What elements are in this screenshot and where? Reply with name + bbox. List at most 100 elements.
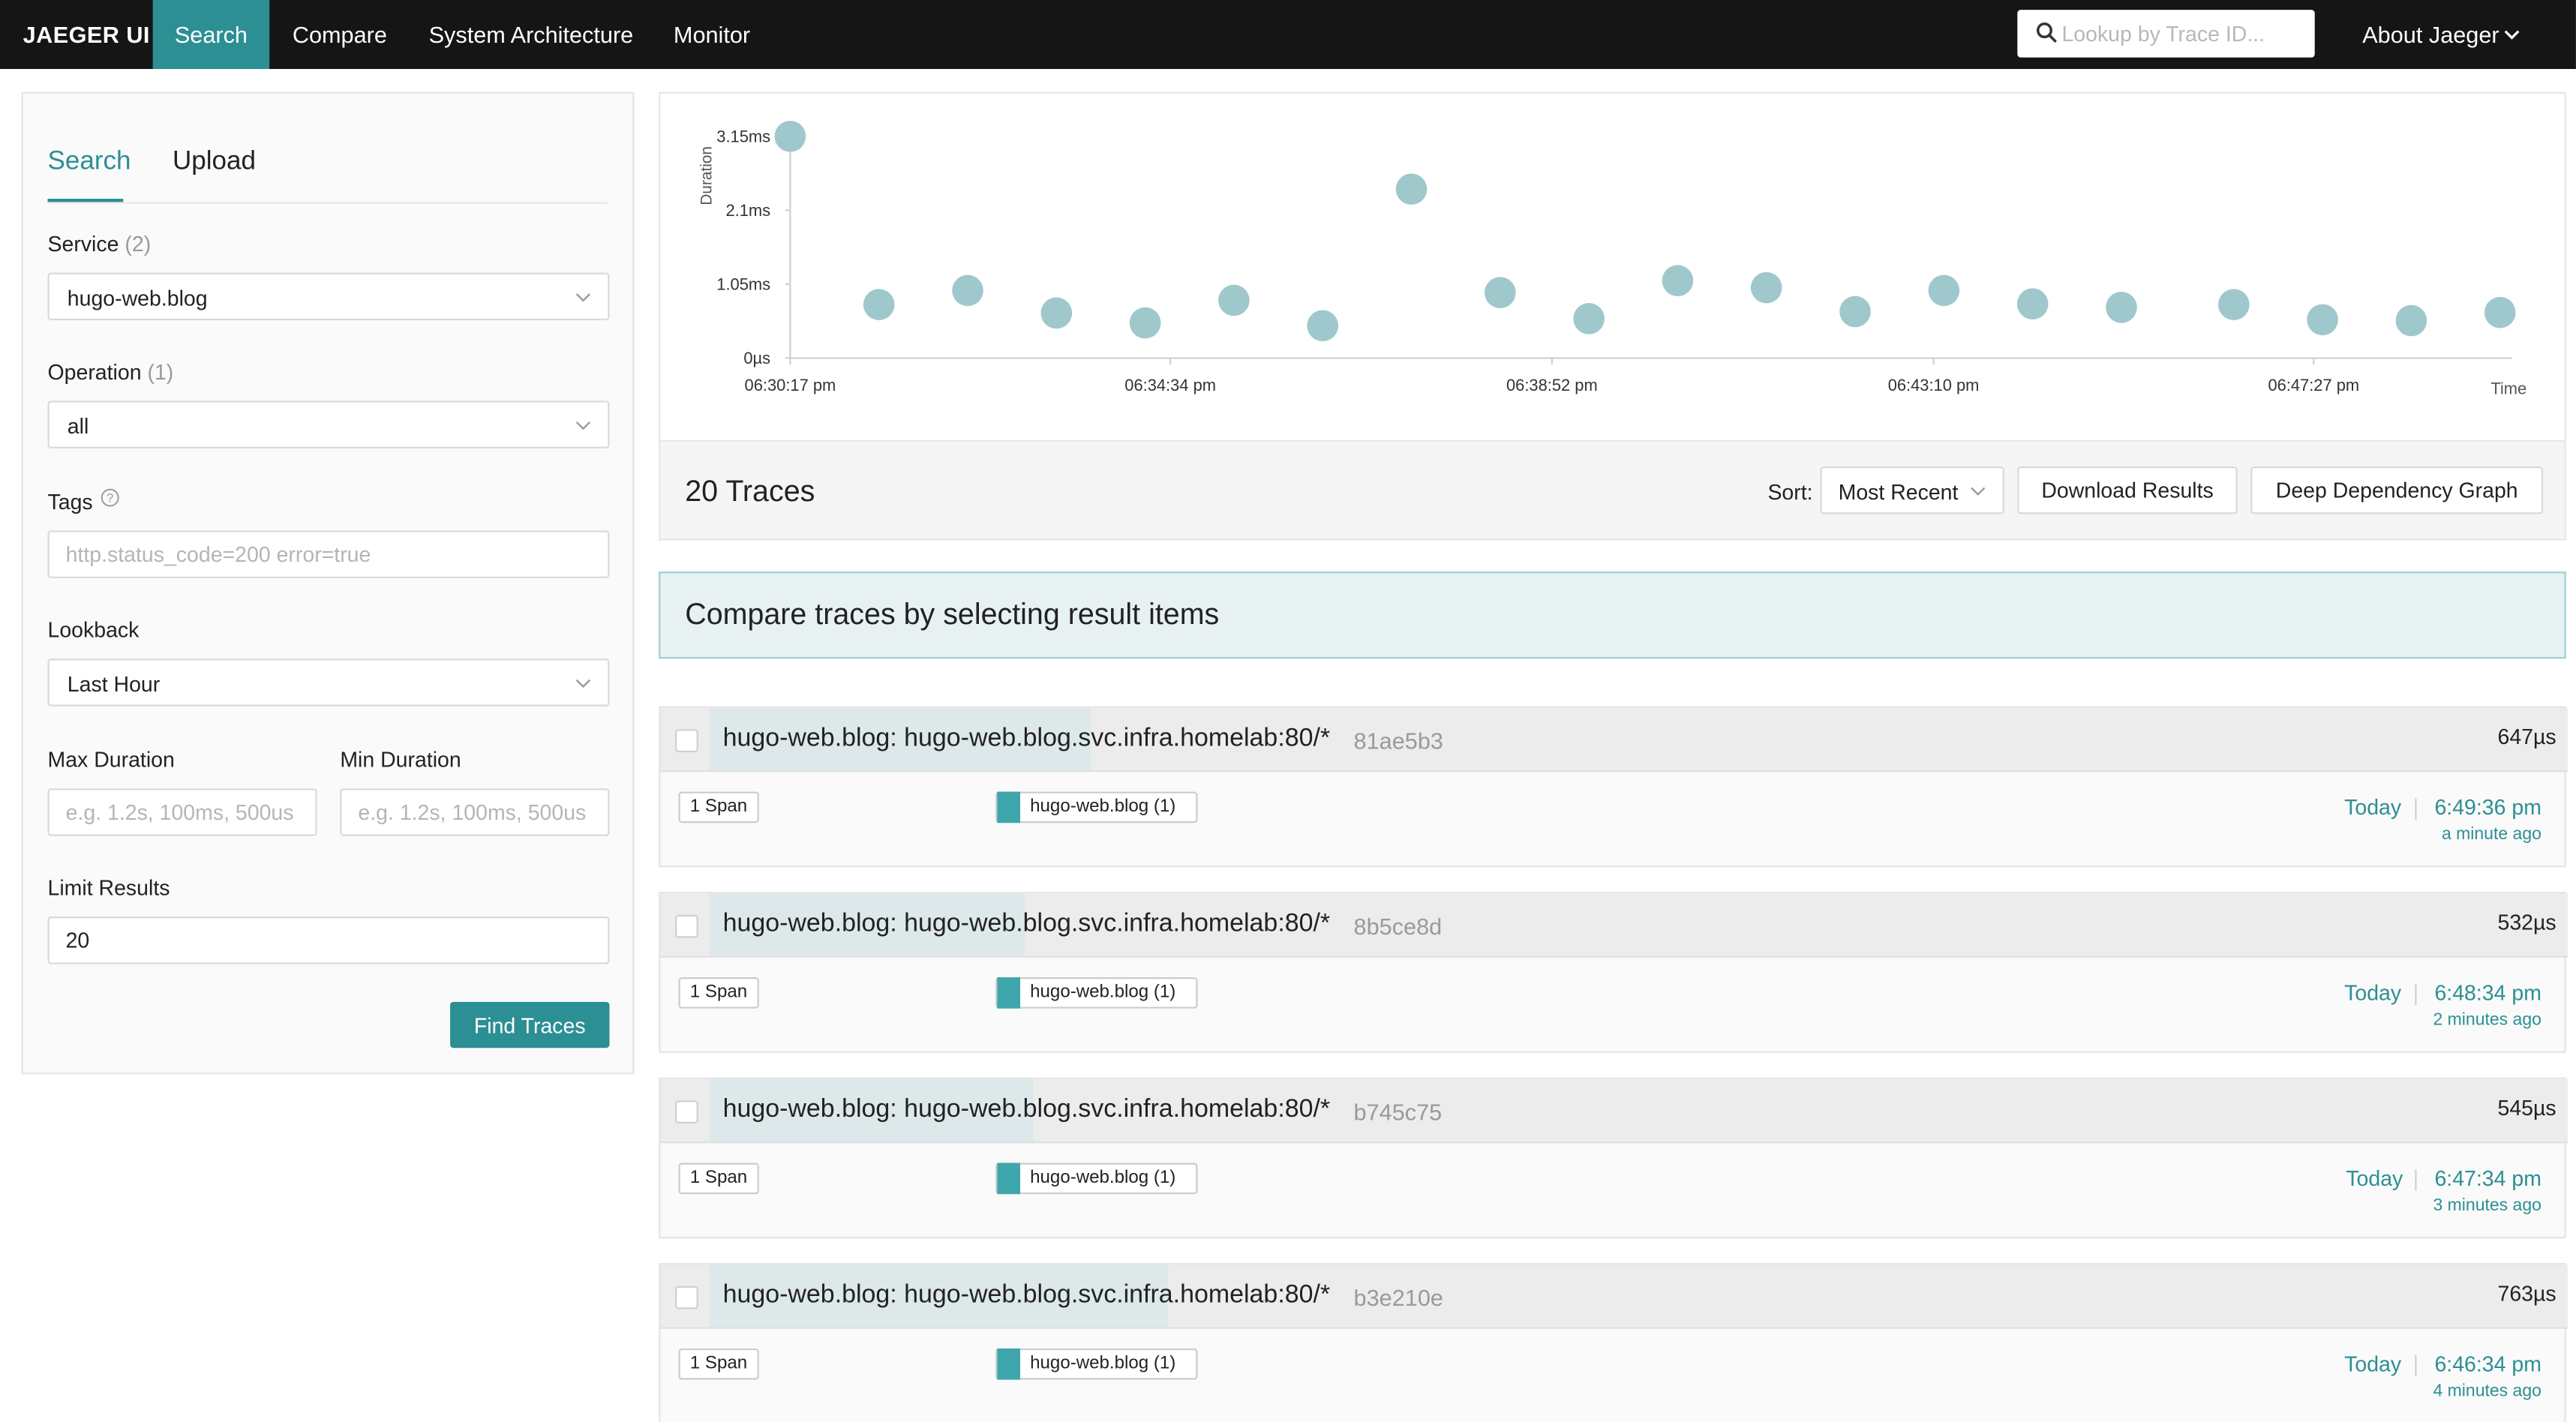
min-duration-input[interactable]: [340, 788, 610, 836]
trace-select-checkbox[interactable]: [675, 914, 698, 938]
trace-point[interactable]: [774, 120, 806, 152]
trace-select-checkbox[interactable]: [675, 1100, 698, 1124]
service-select[interactable]: hugo-web.blog: [47, 272, 610, 321]
trace-start-time: 6:48:34 pm: [2434, 980, 2541, 1006]
question-circle-icon[interactable]: ?: [101, 488, 120, 507]
limit-results-input[interactable]: [47, 916, 610, 964]
tags-label: Tags: [47, 489, 93, 514]
trace-duration-bar: [710, 893, 1025, 956]
trace-card-header[interactable]: hugo-web.blog: hugo-web.blog.svc.infra.h…: [660, 1264, 2568, 1329]
trace-card[interactable]: hugo-web.blog: hugo-web.blog.svc.infra.h…: [659, 1263, 2568, 1422]
x-tick-label: 06:43:10 pm: [1888, 376, 1980, 394]
trace-duration: 545µs: [2497, 1095, 2556, 1120]
trace-day: Today: [2344, 794, 2402, 820]
trace-point[interactable]: [2395, 304, 2427, 337]
trace-point[interactable]: [2484, 296, 2516, 328]
lookback-select[interactable]: Last Hour: [47, 658, 610, 706]
trace-id-input[interactable]: [2061, 18, 2305, 50]
trace-point[interactable]: [1750, 272, 1782, 304]
trace-point[interactable]: [1839, 296, 1871, 328]
trace-point[interactable]: [1573, 303, 1605, 334]
limit-results-label: Limit Results: [47, 875, 170, 901]
trace-point[interactable]: [2106, 292, 2137, 323]
trace-point[interactable]: [1662, 265, 1694, 296]
trace-duration-bar: [710, 1078, 1034, 1142]
tags-input[interactable]: [47, 530, 610, 578]
trace-point[interactable]: [1395, 173, 1428, 205]
nav-system-architecture[interactable]: System Architecture: [428, 21, 634, 48]
trace-point[interactable]: [863, 289, 895, 320]
trace-day: Today: [2346, 1166, 2403, 1191]
lookback-label: Lookback: [47, 617, 140, 643]
trace-card-header[interactable]: hugo-web.blog: hugo-web.blog.svc.infra.h…: [660, 893, 2568, 958]
operation-select[interactable]: all: [47, 400, 610, 448]
trace-title[interactable]: hugo-web.blog: hugo-web.blog.svc.infra.h…: [722, 724, 1331, 753]
chevron-down-icon[interactable]: [2502, 25, 2521, 44]
trace-select-checkbox[interactable]: [675, 729, 698, 753]
chevron-down-icon: [575, 293, 591, 302]
x-tick-label: 06:47:27 pm: [2268, 376, 2359, 394]
trace-card-header[interactable]: hugo-web.blog: hugo-web.blog.svc.infra.h…: [660, 1078, 2568, 1144]
service-badge: hugo-web.blog (1): [995, 1162, 1198, 1195]
min-duration-label: Min Duration: [340, 747, 461, 772]
trace-card[interactable]: hugo-web.blog: hugo-web.blog.svc.infra.h…: [659, 892, 2568, 1053]
chevron-down-icon: [575, 421, 591, 430]
trace-duration: 763µs: [2497, 1281, 2556, 1306]
tab-upload[interactable]: Upload: [172, 148, 256, 176]
results-header: 20 Traces Sort: Most Recent Download Res…: [659, 442, 2566, 541]
trace-id: 81ae5b3: [1353, 728, 1443, 754]
trace-title[interactable]: hugo-web.blog: hugo-web.blog.svc.infra.h…: [722, 910, 1331, 938]
x-axis-label: Time: [2490, 380, 2526, 398]
trace-point[interactable]: [1307, 310, 1339, 342]
service-color-swatch: [997, 1162, 1020, 1195]
deep-dependency-graph-button[interactable]: Deep Dependency Graph: [2250, 466, 2544, 514]
about-jaeger-menu[interactable]: About Jaeger: [2362, 21, 2499, 48]
trace-point[interactable]: [1218, 284, 1250, 316]
trace-select-checkbox[interactable]: [675, 1286, 698, 1310]
trace-point[interactable]: [1928, 274, 1960, 307]
trace-relative-time: 3 minutes ago: [2433, 1196, 2541, 1216]
brand-logo[interactable]: JAEGER UI: [23, 21, 150, 48]
nav-search[interactable]: Search: [152, 0, 270, 69]
download-results-button[interactable]: Download Results: [2017, 466, 2238, 514]
trace-point[interactable]: [952, 274, 983, 307]
max-duration-input[interactable]: [47, 788, 317, 836]
trace-card[interactable]: hugo-web.blog: hugo-web.blog.svc.infra.h…: [659, 1077, 2568, 1239]
tab-search[interactable]: Search: [47, 148, 131, 176]
operation-value: all: [67, 413, 89, 439]
trace-duration: 647µs: [2497, 724, 2556, 749]
trace-point[interactable]: [2016, 288, 2049, 320]
x-tick-label: 06:38:52 pm: [1506, 376, 1598, 394]
trace-point[interactable]: [2307, 304, 2338, 336]
nav-compare[interactable]: Compare: [292, 21, 387, 48]
y-tick-label: 3.15ms: [716, 127, 770, 146]
scatter-plot: 0µs 1.05ms 2.1ms 3.15ms 06:30:17 pm 06:34:34 …: [698, 120, 2526, 398]
trace-point[interactable]: [1485, 277, 1516, 308]
span-count-badge: 1 Span: [678, 977, 759, 1009]
trace-card[interactable]: hugo-web.blog: hugo-web.blog.svc.infra.h…: [659, 706, 2568, 868]
service-color-swatch: [997, 791, 1020, 824]
y-axis-label: Duration: [698, 146, 715, 206]
trace-title[interactable]: hugo-web.blog: hugo-web.blog.svc.infra.h…: [722, 1095, 1331, 1124]
find-traces-button[interactable]: Find Traces: [450, 1001, 610, 1048]
trace-point[interactable]: [1129, 307, 1161, 339]
service-badge-label: hugo-web.blog (1): [1030, 1168, 1176, 1188]
sort-select[interactable]: Most Recent: [1820, 466, 2004, 514]
trace-title[interactable]: hugo-web.blog: hugo-web.blog.svc.infra.h…: [722, 1281, 1331, 1310]
trace-relative-time: 2 minutes ago: [2433, 1010, 2541, 1030]
service-color-swatch: [997, 1348, 1020, 1380]
trace-card-header[interactable]: hugo-web.blog: hugo-web.blog.svc.infra.h…: [660, 707, 2568, 772]
trace-day: Today: [2344, 980, 2402, 1006]
trace-point[interactable]: [1040, 297, 1073, 329]
x-tick-label: 06:30:17 pm: [745, 376, 836, 394]
nav-monitor[interactable]: Monitor: [673, 21, 751, 48]
max-duration-label: Max Duration: [47, 747, 175, 772]
x-tick-label: 06:34:34 pm: [1124, 376, 1216, 394]
service-badge: hugo-web.blog (1): [995, 1348, 1198, 1380]
active-tab-indicator: [47, 198, 124, 202]
trace-point[interactable]: [2218, 289, 2250, 320]
y-tick-label: 2.1ms: [725, 201, 770, 220]
search-form-panel: Search Upload Service (2) hugo-web.blog …: [21, 92, 635, 1075]
trace-id: b745c75: [1353, 1099, 1443, 1126]
trace-id: 8b5ce8d: [1353, 913, 1443, 940]
